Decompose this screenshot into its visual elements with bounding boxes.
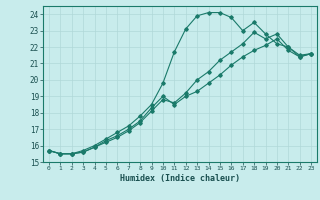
X-axis label: Humidex (Indice chaleur): Humidex (Indice chaleur) [120,174,240,183]
